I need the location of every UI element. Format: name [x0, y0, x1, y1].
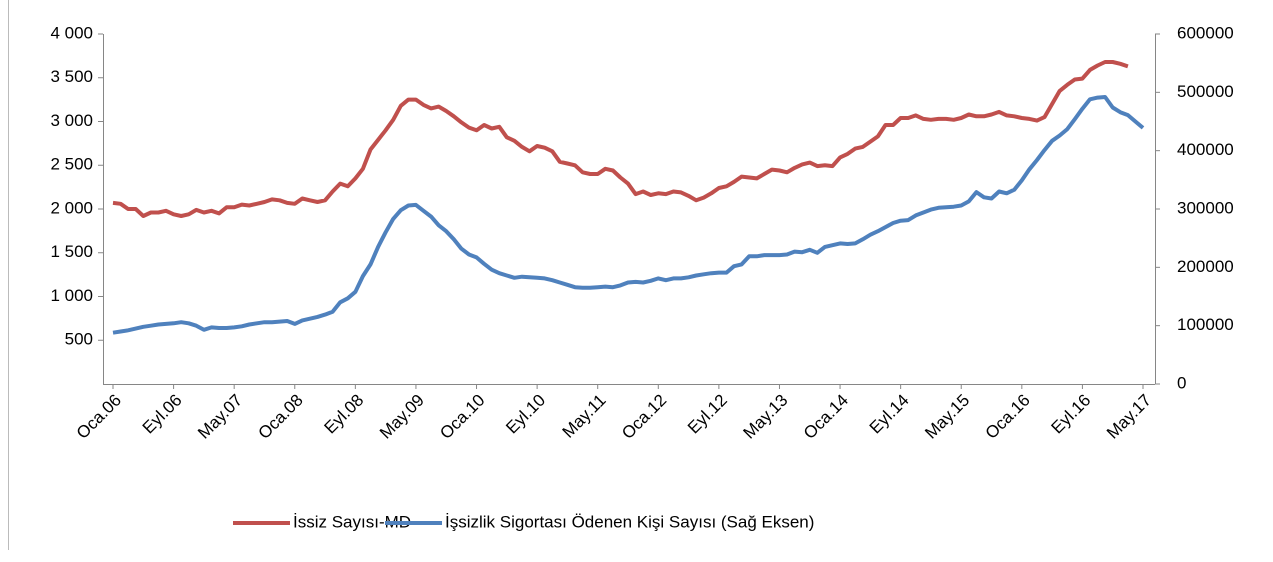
x-tick-label: May.17 [1103, 391, 1155, 443]
series-line [112, 60, 1129, 218]
x-tick-label: Oca.12 [618, 391, 670, 443]
y2-tick-label: 0 [1177, 373, 1186, 392]
x-tick-label: Oca.14 [800, 391, 852, 443]
x-tick-label: Eyl.10 [502, 391, 549, 438]
y-tick-label: 3 000 [50, 111, 93, 130]
y-tick-label: 500 [65, 330, 93, 349]
x-tick-label: Eyl.16 [1048, 391, 1095, 438]
y2-tick-label: 400000 [1177, 140, 1234, 159]
x-tick-label: Oca.08 [255, 391, 307, 443]
y-tick-label: 1 000 [50, 286, 93, 305]
x-tick-label: Oca.10 [436, 391, 488, 443]
x-tick-label: Eyl.14 [866, 391, 913, 438]
y2-tick-label: 100000 [1177, 315, 1234, 334]
x-tick-label: Eyl.06 [139, 391, 186, 438]
y2-tick-label: 600000 [1177, 23, 1234, 42]
x-tick-label: May.07 [194, 391, 246, 443]
x-tick-label: Eyl.12 [684, 391, 731, 438]
x-tick-label: May.13 [739, 391, 791, 443]
x-tick-label: May.15 [921, 391, 973, 443]
x-tick-label: Oca.16 [982, 391, 1034, 443]
y-tick-label: 1 500 [50, 242, 93, 261]
series-line [112, 95, 1145, 335]
y-tick-label: 2 000 [50, 198, 93, 217]
y2-tick-label: 200000 [1177, 257, 1234, 276]
y2-tick-label: 300000 [1177, 198, 1234, 217]
x-tick-label: Oca.06 [73, 391, 125, 443]
legend-label: İssiz Sayısı-MD [293, 512, 411, 531]
x-tick-label: May.11 [559, 391, 610, 442]
y-tick-label: 4 000 [50, 23, 93, 42]
x-tick-label: May.09 [376, 391, 428, 443]
y2-tick-label: 500000 [1177, 82, 1234, 101]
y-tick-label: 2 500 [50, 155, 93, 174]
x-tick-label: Eyl.08 [321, 391, 368, 438]
legend-label: İşsizlik Sigortası Ödenen Kişi Sayısı (S… [445, 512, 814, 531]
y-tick-label: 3 500 [50, 67, 93, 86]
